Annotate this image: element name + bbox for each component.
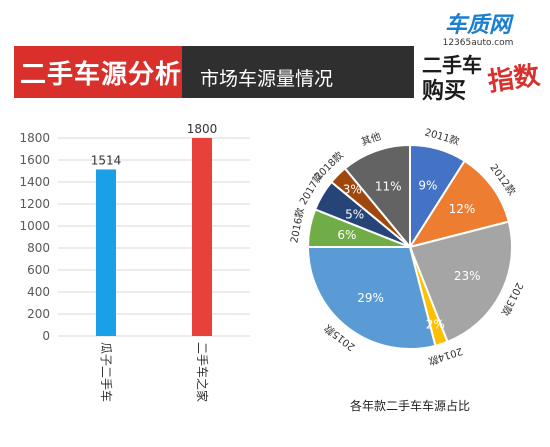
y-tick-label: 1400 xyxy=(19,175,50,189)
x-tick-label: 二手车之家 xyxy=(195,342,210,402)
pie-category-label: 2011款 xyxy=(423,125,461,147)
pie-title: 各年款二手车车源占比 xyxy=(350,398,470,413)
logo-badge: 指数 xyxy=(486,61,543,98)
pie-slice xyxy=(408,220,513,344)
pie-chart: 9%12%23%2%29%6%5%3% 11% 2011款2012款2013款20… xyxy=(287,125,526,413)
pie-category-label: 2014款 xyxy=(427,345,465,368)
y-tick-label: 0 xyxy=(42,329,50,343)
y-tick-label: 1600 xyxy=(19,153,50,167)
pie-category-label: 2016款 xyxy=(287,207,306,244)
logo-line1: 二手车 xyxy=(422,53,482,77)
y-tick-label: 400 xyxy=(27,285,50,299)
bar-gridlines xyxy=(58,137,250,337)
logo: 车质网 12365auto.com 二手车 购买 指数 xyxy=(414,6,543,106)
y-tick-label: 800 xyxy=(27,241,50,255)
pie-percent-label: 29% xyxy=(357,291,384,305)
pie-slice xyxy=(306,246,437,350)
pie-percent-label: 2% xyxy=(426,318,445,332)
pie-slice xyxy=(343,143,411,250)
pie-percent-labels: 9% 12% 23% 2% 29% 6% 5% 3% 11% xyxy=(337,178,480,331)
bar-data-labels: 1514 1800 xyxy=(91,122,218,167)
y-tick-label: 200 xyxy=(27,307,50,321)
pie-percent-label: 6% xyxy=(337,228,356,242)
y-tick-label: 1000 xyxy=(19,219,50,233)
page-title: 二手车源分析 xyxy=(20,60,183,90)
pie-slices xyxy=(306,143,513,350)
logo-brand: 车质网 xyxy=(445,12,514,38)
y-tick-label: 600 xyxy=(27,263,50,277)
pie-percent-label: 3% xyxy=(343,182,362,196)
pie-percent-label: 5% xyxy=(345,207,364,221)
bar xyxy=(96,169,116,336)
pie-percent-label: 11% xyxy=(375,180,402,194)
y-tick-label: 1200 xyxy=(19,197,50,211)
bar xyxy=(192,138,212,336)
title-red-block xyxy=(14,46,182,98)
bar-chart: 0 200 400 600 800 1000 1200 1400 1600 1800 1514 18… xyxy=(19,122,250,402)
pie-percent-label: 12% xyxy=(449,202,476,216)
y-tick-label: 1800 xyxy=(19,131,50,145)
x-tick-label: 瓜子二手车 xyxy=(99,342,114,402)
pie-percent-label: 23% xyxy=(454,269,481,283)
logo-background xyxy=(414,6,542,106)
bar-value-label: 1800 xyxy=(187,122,218,136)
page-subtitle: 市场车源量情况 xyxy=(200,68,334,90)
bar-series xyxy=(96,138,212,336)
bar-x-axis: 瓜子二手车 二手车之家 xyxy=(99,342,210,402)
pie-slice xyxy=(407,159,511,249)
bar-y-axis: 0 200 400 600 800 1000 1200 1400 1600 1800 xyxy=(19,131,50,343)
header: 二手车源分析 市场车源量情况 车质网 12365auto.com 二手车 购买 … xyxy=(0,0,550,110)
bar-value-label: 1514 xyxy=(91,153,122,167)
logo-url: 12365auto.com xyxy=(443,38,514,48)
logo-line2: 购买 xyxy=(422,78,466,104)
pie-percent-label: 9% xyxy=(418,178,437,192)
pie-category-label: 其他 xyxy=(359,129,382,148)
